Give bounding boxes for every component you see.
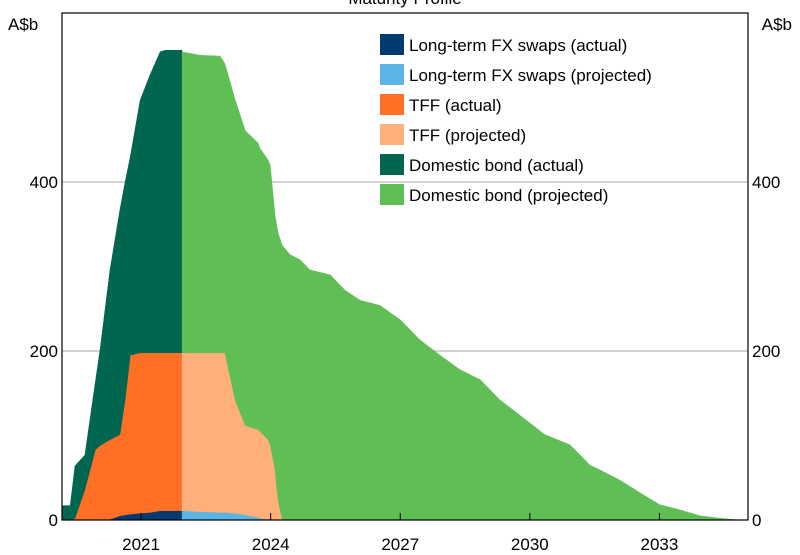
- legend: Long-term FX swaps (actual) Long-term FX …: [380, 34, 652, 205]
- y-tick-label-left: 0: [49, 511, 58, 530]
- legend-swatch: [380, 154, 404, 175]
- y-tick-label-right: 200: [752, 342, 780, 361]
- y-tick-label-right: 400: [752, 173, 780, 192]
- legend-label: Long-term FX swaps (projected): [409, 66, 652, 85]
- legend-label: TFF (actual): [409, 96, 502, 115]
- legend-label: Domestic bond (actual): [409, 156, 584, 175]
- legend-swatch: [380, 94, 404, 115]
- axes: 0 0 200 200 400 400 2021 2024 2027 2030 2033: [30, 12, 780, 554]
- legend-label: Domestic bond (projected): [409, 186, 608, 205]
- legend-swatch: [380, 184, 404, 205]
- x-tick-label: 2024: [252, 535, 290, 554]
- plot-frame: [61, 12, 749, 521]
- y-tick-label-right: 0: [752, 511, 761, 530]
- y-unit-right: A$b: [762, 15, 792, 34]
- chart-title: Maturity Profile: [348, 0, 461, 8]
- x-tick-label: 2027: [381, 535, 419, 554]
- legend-swatch: [380, 34, 404, 55]
- x-tick-label: 2030: [511, 535, 549, 554]
- y-unit-left: A$b: [8, 15, 38, 34]
- x-tick-label: 2033: [641, 535, 679, 554]
- y-tick-label-left: 400: [30, 173, 58, 192]
- areas: [61, 49, 741, 521]
- legend-swatch: [380, 124, 404, 145]
- legend-swatch: [380, 64, 404, 85]
- legend-label: Long-term FX swaps (actual): [409, 36, 627, 55]
- x-tick-label: 2021: [122, 535, 160, 554]
- legend-label: TFF (projected): [409, 126, 526, 145]
- y-tick-label-left: 200: [30, 342, 58, 361]
